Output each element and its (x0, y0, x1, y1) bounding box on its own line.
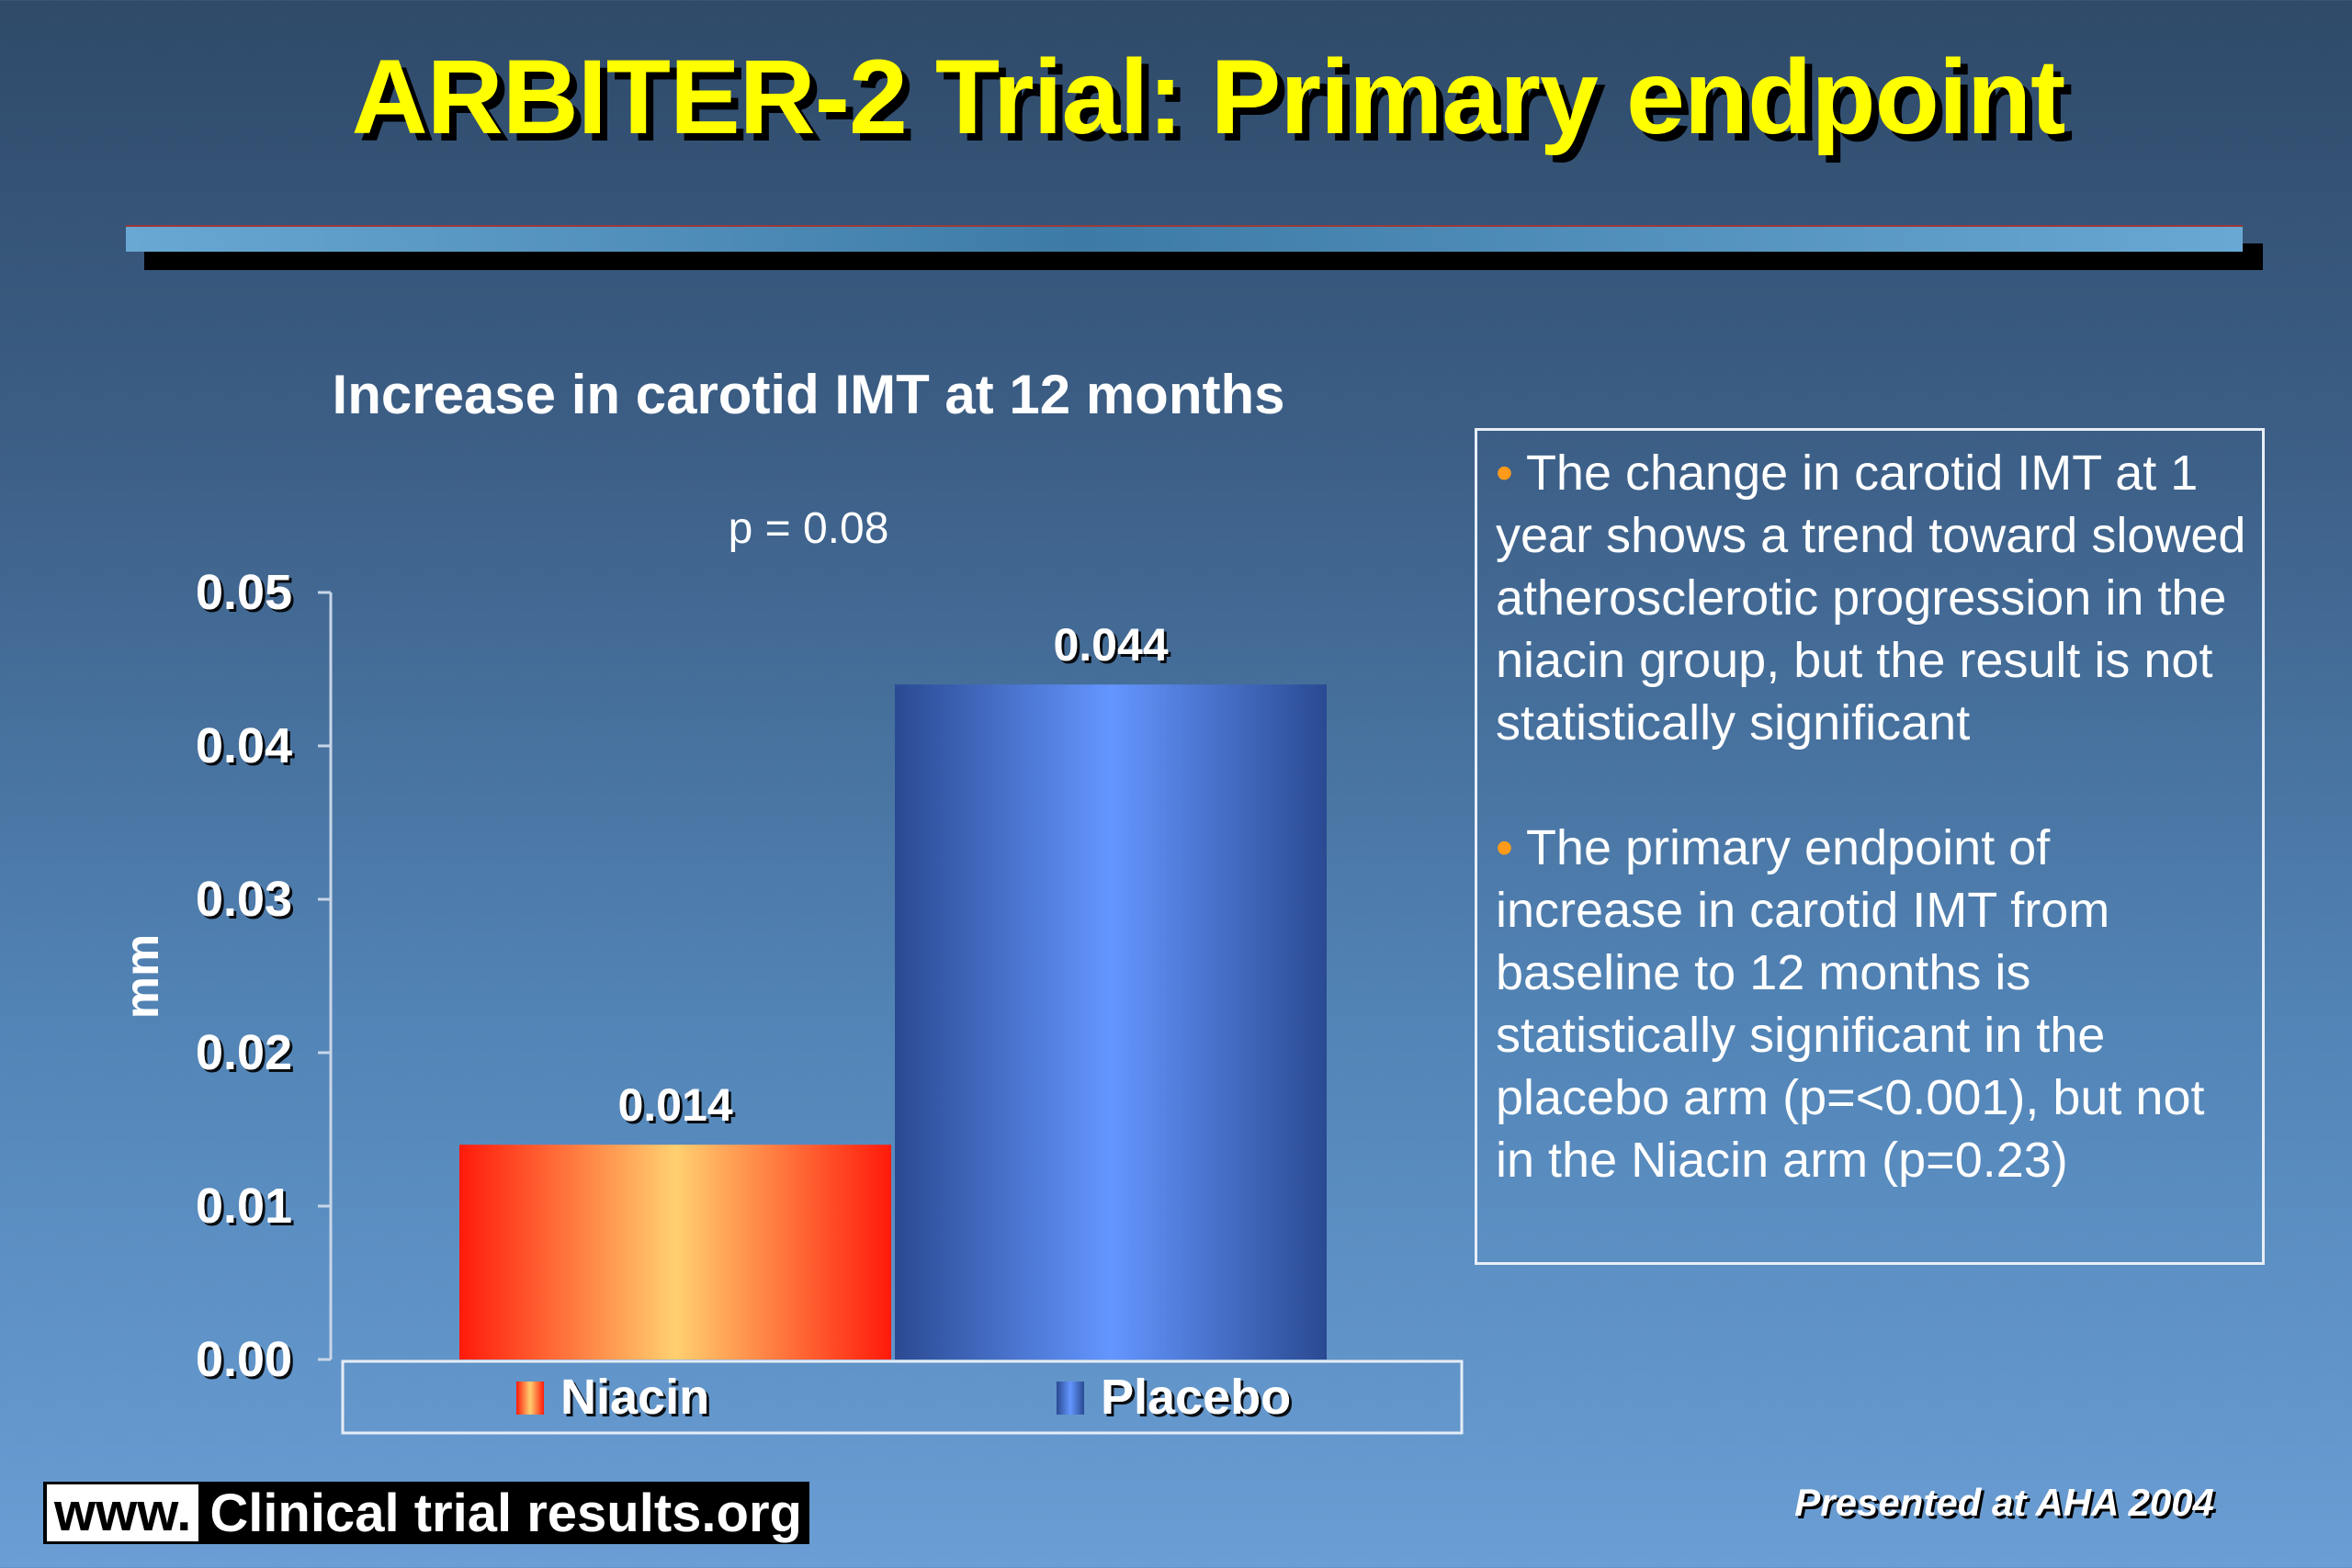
bar-placebo (895, 684, 1327, 1359)
data-label-placebo: 0.044 (1053, 619, 1168, 671)
legend-swatch-placebo (1057, 1382, 1084, 1415)
y-tick-label: 0.00 (196, 1332, 292, 1387)
legend-label-niacin: Niacin (560, 1370, 709, 1425)
data-label-niacin: 0.014 (617, 1079, 732, 1131)
bullet-icon: • (1496, 446, 1513, 501)
y-tick-label: 0.04 (196, 718, 292, 773)
p-value-annotation: p = 0.08 (728, 504, 889, 553)
footer-www: www. (47, 1484, 199, 1541)
note-bullet-1: • The change in carotid IMT at 1 year sh… (1496, 442, 2249, 754)
legend-swatch-niacin (516, 1382, 544, 1415)
footer-site: Clinical trial results.org (209, 1483, 802, 1543)
legend-box (341, 1359, 1464, 1435)
footer-logo: www. Clinical trial results.org (43, 1482, 809, 1544)
y-tick-label: 0.01 (196, 1179, 292, 1234)
footer-presented: Presented at AHA 2004 (1794, 1481, 2214, 1524)
slide-title: ARBITER-2 Trial: Primary endpoint (351, 39, 2066, 156)
note-text-1: The change in carotid IMT at 1 year show… (1496, 446, 2246, 750)
legend-label-placebo: Placebo (1101, 1370, 1291, 1425)
y-tick-label: 0.03 (196, 872, 292, 927)
title-bar (126, 225, 2243, 252)
notes-box: • The change in carotid IMT at 1 year sh… (1475, 428, 2265, 1265)
note-text-2: The primary endpoint of increase in caro… (1496, 820, 2205, 1188)
bullet-icon: • (1496, 820, 1513, 875)
y-tick-label: 0.02 (196, 1025, 292, 1080)
chart-title: Increase in carotid IMT at 12 months (332, 364, 1285, 425)
bar-niacin (459, 1145, 891, 1359)
note-bullet-2: • The primary endpoint of increase in ca… (1496, 817, 2249, 1191)
y-tick-label: 0.05 (196, 565, 292, 620)
